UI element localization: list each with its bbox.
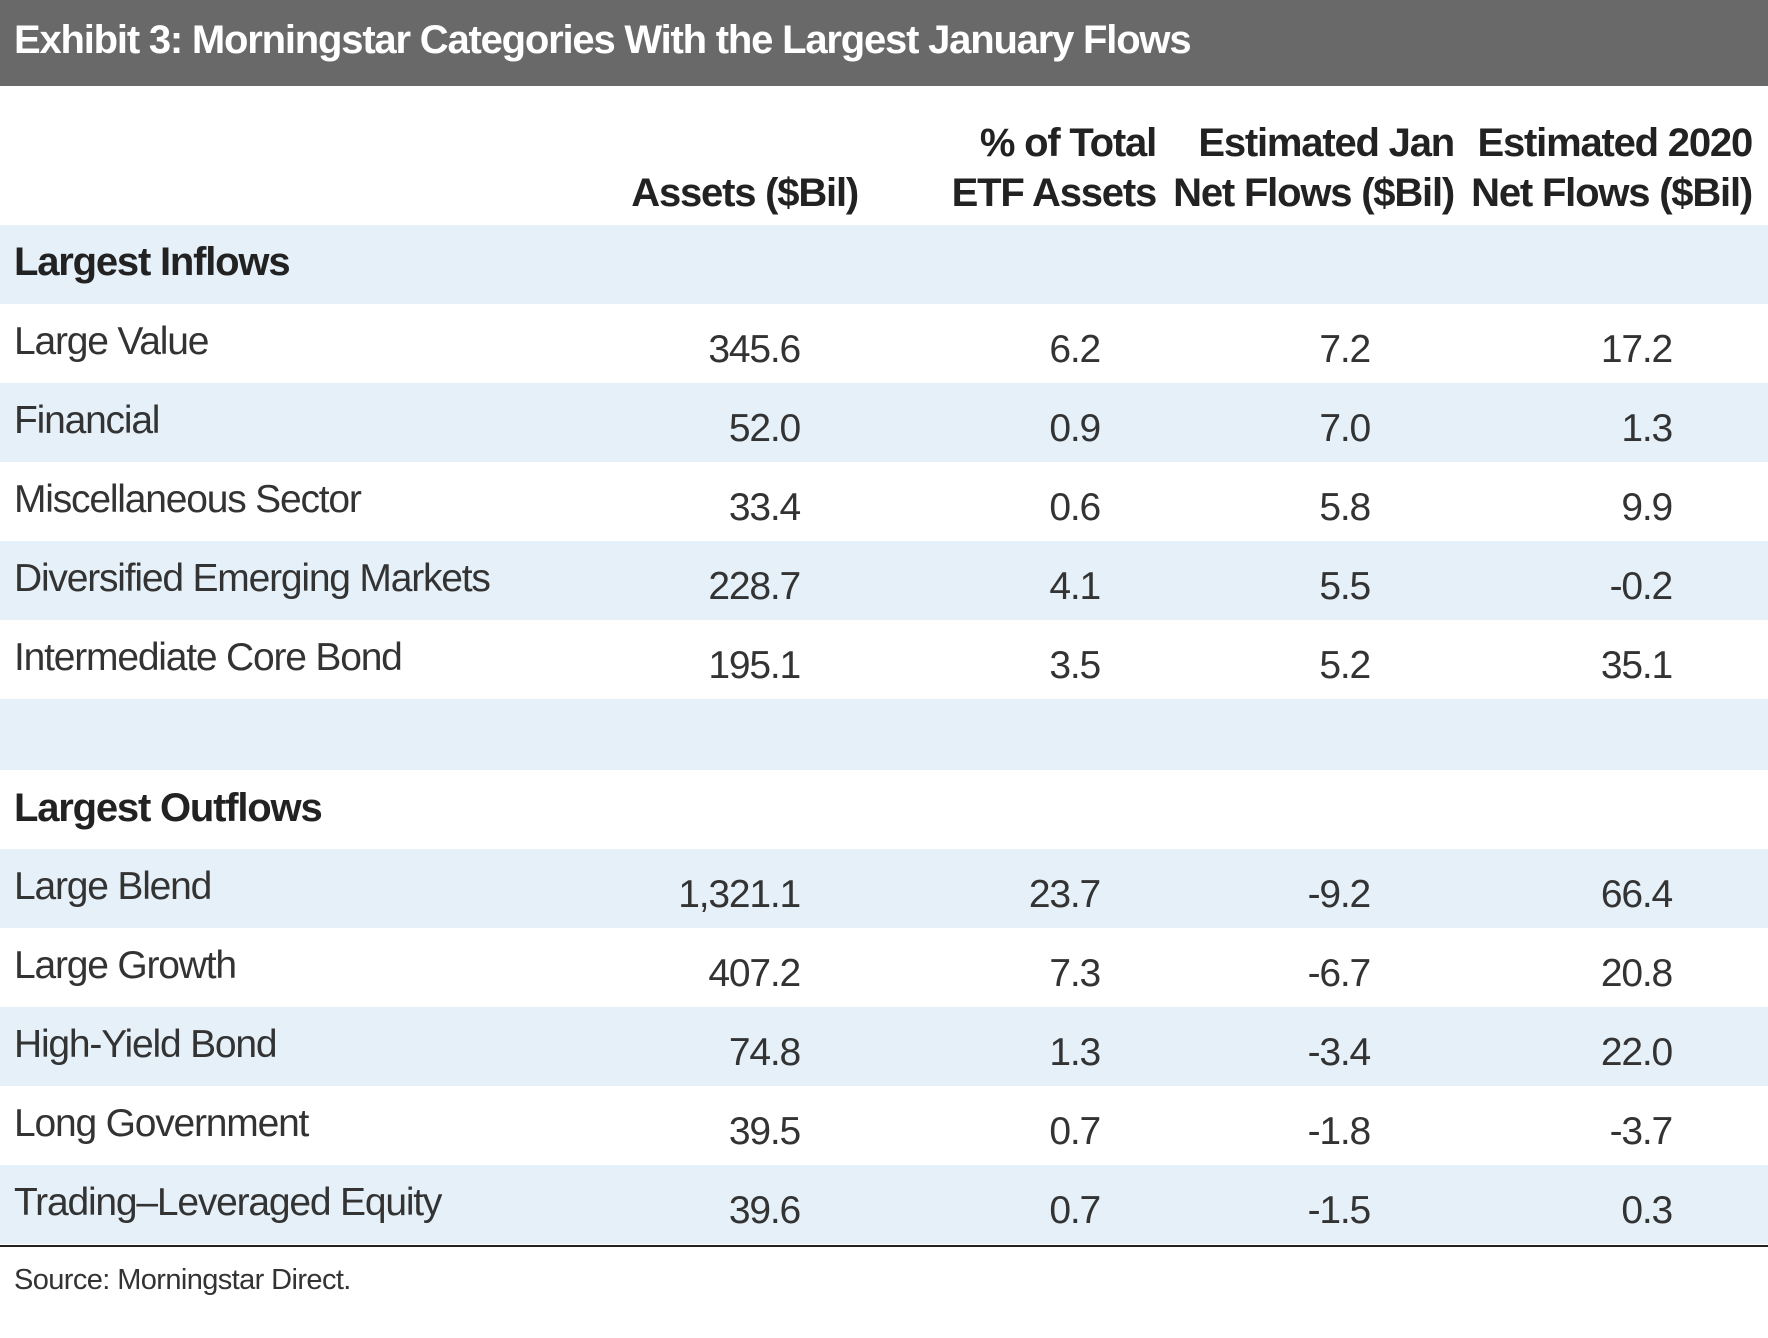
cell-2020-flows: 0.3 [1621, 1189, 1673, 1232]
cell-pct-total: 0.6 [1049, 486, 1101, 529]
cell-pct-total: 6.2 [1049, 328, 1101, 371]
exhibit-title: Exhibit 3: Morningstar Categories With t… [14, 18, 1192, 62]
header-estimated-2020-net-flows: Estimated 2020 Net Flows ($Bil) [1460, 118, 1754, 218]
cell-2020-flows: -0.2 [1609, 565, 1674, 608]
header-2020-line-1: Estimated 2020 [1477, 121, 1754, 165]
band-section-spacer [0, 699, 1768, 770]
section-label-largest-outflows: Largest Outflows [14, 786, 323, 830]
header-jan-line-2: Net Flows ($Bil) [1173, 171, 1455, 215]
cell-2020-flows: 20.8 [1600, 952, 1673, 995]
cell-pct-total: 1.3 [1049, 1031, 1101, 1074]
cell-2020-flows: 9.9 [1621, 486, 1673, 529]
header-assets-line-1: Assets ($Bil) [631, 171, 859, 215]
cell-jan-flows: -6.7 [1307, 952, 1372, 995]
cell-jan-flows: 5.2 [1319, 644, 1371, 687]
header-pct-line-1: % of Total [979, 121, 1157, 165]
cell-assets: 195.1 [708, 644, 801, 687]
cell-jan-flows: -9.2 [1307, 873, 1372, 916]
header-2020-line-2: Net Flows ($Bil) [1471, 171, 1753, 215]
cell-assets: 345.6 [708, 328, 801, 371]
row-category: Large Growth [14, 944, 237, 987]
cell-jan-flows: 5.8 [1319, 486, 1371, 529]
cell-assets: 407.2 [708, 952, 801, 995]
cell-pct-total: 7.3 [1049, 952, 1101, 995]
header-estimated-jan-net-flows: Estimated Jan Net Flows ($Bil) [1160, 118, 1455, 218]
cell-2020-flows: 17.2 [1600, 328, 1673, 371]
cell-2020-flows: 1.3 [1621, 407, 1673, 450]
cell-pct-total: 0.7 [1049, 1110, 1101, 1153]
header-pct-line-2: ETF Assets [951, 171, 1158, 215]
cell-jan-flows: 7.0 [1319, 407, 1371, 450]
band-row-financial [0, 383, 1768, 462]
band-row-diversified-emerging-markets [0, 541, 1768, 620]
cell-pct-total: 4.1 [1049, 565, 1101, 608]
cell-assets: 74.8 [728, 1031, 801, 1074]
cell-assets: 1,321.1 [678, 873, 801, 916]
cell-assets: 33.4 [728, 486, 801, 529]
section-label-largest-inflows: Largest Inflows [14, 240, 291, 284]
row-category: Large Value [14, 320, 209, 363]
cell-2020-flows: -3.7 [1609, 1110, 1674, 1153]
row-category: High-Yield Bond [14, 1023, 278, 1066]
cell-assets: 52.0 [728, 407, 801, 450]
row-category: Long Government [14, 1102, 309, 1145]
row-category: Financial [14, 399, 160, 442]
row-category: Large Blend [14, 865, 212, 908]
row-category: Intermediate Core Bond [14, 636, 403, 679]
header-pct-total-etf-assets: % of Total ETF Assets [900, 118, 1158, 218]
cell-pct-total: 23.7 [1028, 873, 1101, 916]
row-category: Diversified Emerging Markets [14, 557, 491, 600]
cell-assets: 39.6 [728, 1189, 801, 1232]
cell-assets: 39.5 [728, 1110, 801, 1153]
table-bottom-rule [0, 1245, 1768, 1247]
cell-jan-flows: -1.8 [1307, 1110, 1372, 1153]
band-largest-inflows-header [0, 225, 1768, 304]
cell-pct-total: 0.9 [1049, 407, 1101, 450]
source-note: Source: Morningstar Direct. [14, 1264, 351, 1296]
cell-jan-flows: -3.4 [1307, 1031, 1372, 1074]
band-row-large-blend [0, 849, 1768, 928]
row-category: Miscellaneous Sector [14, 478, 362, 521]
row-category: Trading–Leveraged Equity [14, 1181, 442, 1224]
cell-assets: 228.7 [708, 565, 801, 608]
cell-jan-flows: 5.5 [1319, 565, 1371, 608]
band-row-trading-leveraged-equity [0, 1165, 1768, 1244]
cell-2020-flows: 35.1 [1600, 644, 1673, 687]
cell-jan-flows: 7.2 [1319, 328, 1371, 371]
header-assets: Assets ($Bil) [620, 168, 859, 218]
band-row-high-yield-bond [0, 1007, 1768, 1086]
cell-jan-flows: -1.5 [1307, 1189, 1372, 1232]
header-jan-line-1: Estimated Jan [1198, 121, 1455, 165]
title-bar: Exhibit 3: Morningstar Categories With t… [0, 0, 1768, 86]
cell-2020-flows: 66.4 [1600, 873, 1673, 916]
cell-pct-total: 3.5 [1049, 644, 1101, 687]
cell-pct-total: 0.7 [1049, 1189, 1101, 1232]
cell-2020-flows: 22.0 [1600, 1031, 1673, 1074]
